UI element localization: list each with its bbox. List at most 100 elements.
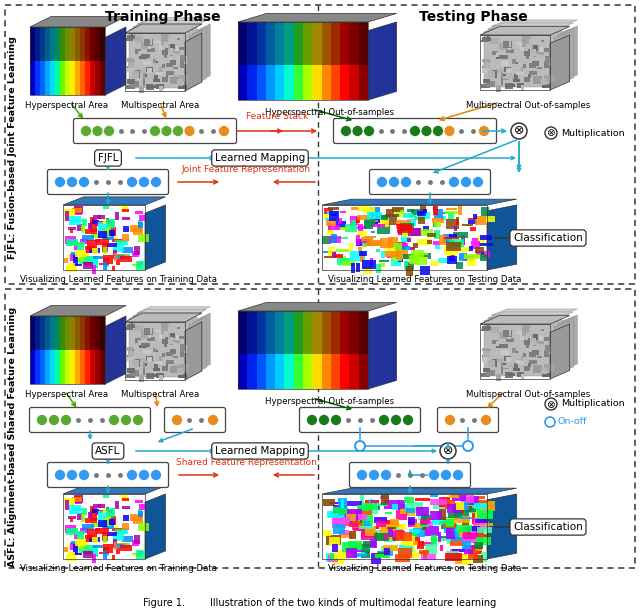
Polygon shape (502, 72, 509, 79)
Polygon shape (104, 230, 108, 238)
Polygon shape (68, 227, 76, 230)
Circle shape (461, 177, 472, 187)
Polygon shape (170, 337, 173, 344)
Polygon shape (488, 23, 573, 29)
Polygon shape (103, 536, 108, 543)
Polygon shape (378, 552, 388, 555)
Polygon shape (73, 553, 81, 555)
Polygon shape (466, 525, 480, 531)
Polygon shape (543, 337, 550, 341)
Polygon shape (312, 311, 321, 389)
Polygon shape (159, 356, 162, 360)
Polygon shape (465, 506, 472, 511)
Circle shape (79, 177, 90, 187)
Polygon shape (92, 221, 99, 224)
Polygon shape (396, 250, 408, 259)
Circle shape (138, 177, 150, 187)
Polygon shape (562, 315, 577, 370)
Polygon shape (537, 356, 541, 358)
Polygon shape (399, 545, 413, 555)
Polygon shape (427, 233, 436, 237)
Polygon shape (337, 258, 350, 265)
Polygon shape (516, 42, 524, 44)
Text: Figure 1.        Illustration of the two kinds of multimodal feature learning: Figure 1. Illustration of the two kinds … (143, 598, 497, 608)
Polygon shape (68, 263, 75, 270)
Polygon shape (67, 239, 74, 241)
Polygon shape (541, 328, 545, 331)
Polygon shape (106, 507, 109, 511)
Polygon shape (113, 528, 124, 531)
Text: Classification: Classification (513, 522, 583, 532)
Polygon shape (468, 217, 476, 220)
Polygon shape (513, 62, 518, 64)
Polygon shape (99, 521, 108, 527)
Polygon shape (135, 211, 143, 214)
Polygon shape (109, 519, 115, 525)
Polygon shape (368, 311, 397, 389)
Polygon shape (384, 500, 400, 509)
Polygon shape (92, 509, 99, 513)
Polygon shape (135, 70, 140, 78)
Polygon shape (433, 503, 448, 509)
Polygon shape (380, 218, 389, 227)
Polygon shape (477, 236, 485, 245)
Text: Visualizing Learned Features on Testing Data: Visualizing Learned Features on Testing … (328, 564, 522, 573)
Polygon shape (156, 359, 163, 363)
Polygon shape (558, 29, 573, 84)
Polygon shape (266, 22, 275, 100)
Polygon shape (90, 222, 97, 232)
Polygon shape (159, 376, 163, 381)
Polygon shape (111, 237, 118, 239)
Polygon shape (127, 347, 133, 351)
Polygon shape (88, 513, 92, 517)
Polygon shape (364, 265, 372, 274)
Polygon shape (77, 251, 83, 255)
Polygon shape (396, 532, 412, 541)
Polygon shape (468, 254, 483, 258)
FancyBboxPatch shape (74, 118, 237, 144)
Polygon shape (126, 375, 135, 378)
Polygon shape (127, 66, 133, 68)
Polygon shape (137, 18, 210, 24)
Polygon shape (404, 496, 413, 503)
Polygon shape (427, 240, 431, 244)
Polygon shape (73, 264, 81, 266)
Polygon shape (537, 67, 541, 69)
Polygon shape (541, 79, 547, 85)
Polygon shape (463, 555, 472, 565)
Polygon shape (446, 532, 463, 541)
Polygon shape (109, 227, 116, 236)
Polygon shape (482, 68, 486, 73)
Polygon shape (166, 352, 173, 357)
Polygon shape (75, 27, 80, 95)
Polygon shape (139, 375, 144, 382)
Polygon shape (371, 231, 376, 233)
Polygon shape (83, 551, 93, 559)
Polygon shape (487, 205, 516, 270)
Polygon shape (408, 529, 420, 533)
Polygon shape (446, 528, 455, 539)
Polygon shape (431, 261, 438, 265)
Polygon shape (388, 533, 397, 539)
Polygon shape (457, 510, 468, 518)
Polygon shape (332, 253, 337, 257)
Polygon shape (324, 214, 330, 219)
Polygon shape (84, 548, 89, 553)
Polygon shape (513, 348, 516, 353)
Circle shape (218, 126, 230, 137)
Polygon shape (408, 519, 417, 527)
Polygon shape (515, 75, 518, 80)
Polygon shape (516, 360, 524, 364)
Polygon shape (79, 254, 86, 261)
Polygon shape (376, 503, 388, 506)
Polygon shape (412, 552, 419, 557)
Polygon shape (502, 330, 512, 337)
Polygon shape (75, 316, 80, 384)
Polygon shape (113, 543, 117, 549)
Polygon shape (452, 549, 465, 553)
Polygon shape (156, 373, 164, 378)
Polygon shape (102, 243, 108, 252)
Polygon shape (197, 313, 210, 371)
Polygon shape (346, 510, 361, 520)
Polygon shape (77, 243, 84, 249)
